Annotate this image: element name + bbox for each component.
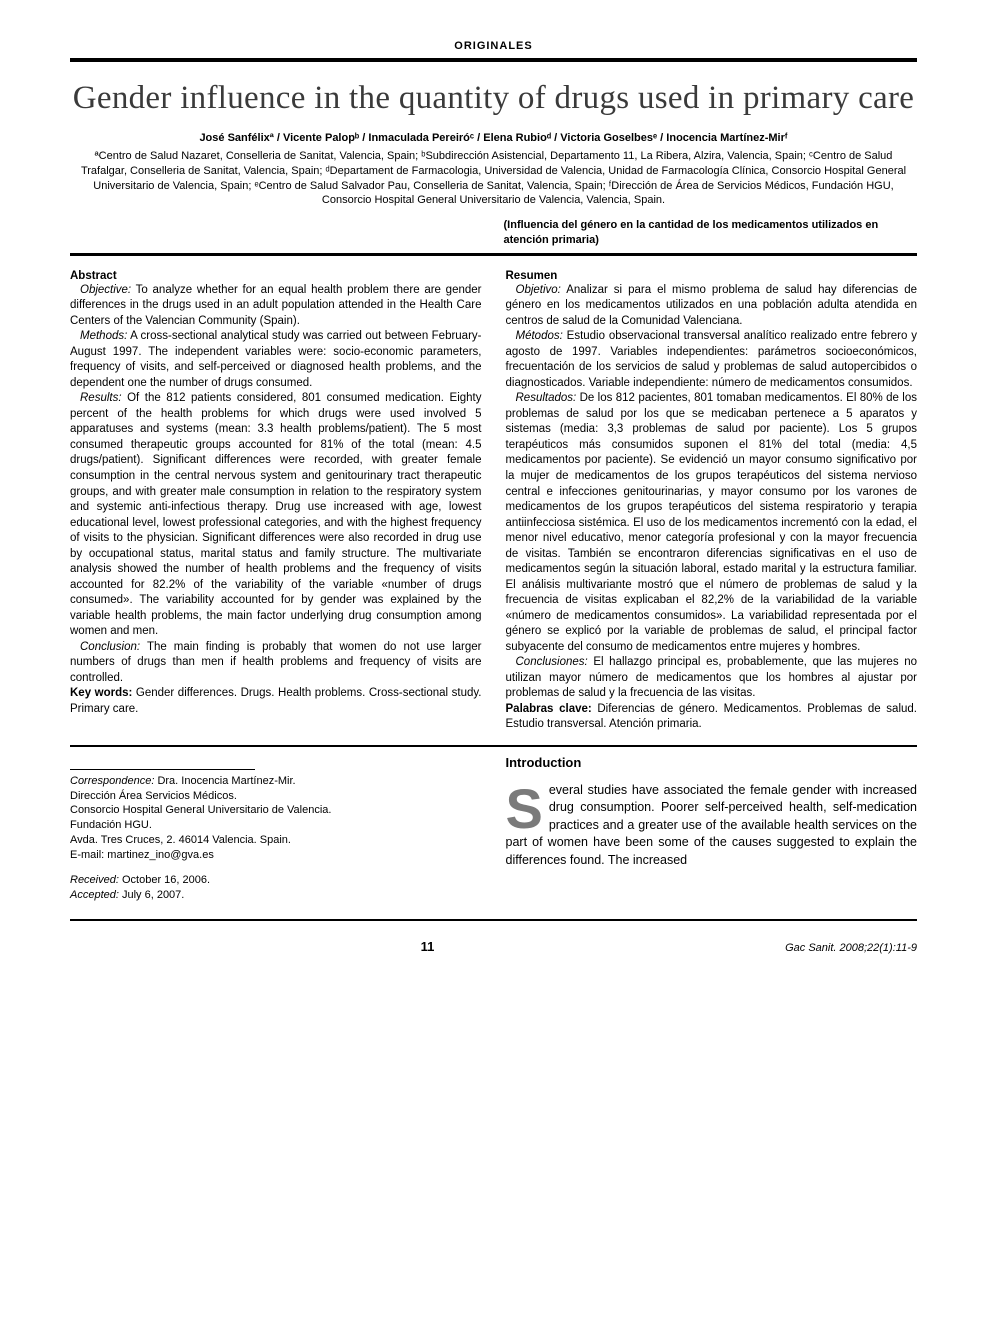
correspondence-name: Dra. Inocencia Martínez-Mir. <box>154 775 295 787</box>
keywords-es: Palabras clave: Diferencias de género. M… <box>506 702 918 733</box>
objective-text-en: To analyze whether for an equal health p… <box>70 284 482 327</box>
abstract-es-results: Resultados: De los 812 pacientes, 801 to… <box>506 391 918 655</box>
abstract-es-methods: Métodos: Estudio observacional transvers… <box>506 329 918 391</box>
received-value: October 16, 2006. <box>119 874 210 886</box>
abstract-en-heading: Abstract <box>70 270 482 282</box>
abstract-columns: Abstract Objective: To analyze whether f… <box>70 270 917 733</box>
accepted-value: July 6, 2007. <box>119 889 184 901</box>
results-text-es: De los 812 pacientes, 801 tomaban medica… <box>506 392 918 652</box>
methods-text-es: Estudio observacional transversal analít… <box>506 330 918 389</box>
conclusion-label-es: Conclusiones: <box>516 656 588 668</box>
accepted-line: Accepted: July 6, 2007. <box>70 888 482 903</box>
objective-label-en: Objective: <box>80 284 131 296</box>
correspondence-name-line: Correspondence: Dra. Inocencia Martínez-… <box>70 774 482 789</box>
footer-citation: Gac Sanit. 2008;22(1):11-9 <box>785 942 917 954</box>
abstract-es-heading: Resumen <box>506 270 918 282</box>
bottom-row: Correspondence: Dra. Inocencia Martínez-… <box>70 755 917 903</box>
keywords-label-en: Key words: <box>70 687 132 699</box>
correspondence-email-line: E-mail: martinez_ino@gva.es <box>70 848 482 863</box>
email-value: martinez_ino@gva.es <box>107 849 214 861</box>
subtitle-row: (Influencia del género en la cantidad de… <box>70 218 917 247</box>
methods-text-en: A cross-sectional analytical study was c… <box>70 330 482 389</box>
article-title: Gender influence in the quantity of drug… <box>70 80 917 117</box>
results-label-en: Results: <box>80 392 122 404</box>
affiliations: ªCentro de Salud Nazaret, Conselleria de… <box>70 149 917 208</box>
rule-under-header <box>70 253 917 256</box>
rule-top <box>70 58 917 62</box>
introduction-body: everal studies have associated the femal… <box>506 783 918 867</box>
correspondence-line2: Consorcio Hospital General Universitario… <box>70 803 482 818</box>
methods-label-en: Methods: <box>80 330 127 342</box>
introduction-text: Several studies have associated the fema… <box>506 782 918 870</box>
abstract-es: Resumen Objetivo: Analizar si para el mi… <box>506 270 918 733</box>
correspondence-line3: Fundación HGU. <box>70 818 482 833</box>
abstract-en-results: Results: Of the 812 patients considered,… <box>70 391 482 639</box>
abstract-es-objective: Objetivo: Analizar si para el mismo prob… <box>506 283 918 330</box>
received-line: Received: October 16, 2006. <box>70 873 482 888</box>
abstract-en-objective: Objective: To analyze whether for an equ… <box>70 283 482 330</box>
rule-under-abstract <box>70 745 917 747</box>
authors-line: José Sanfélixª / Vicente Palopᵇ / Inmacu… <box>70 131 917 146</box>
keywords-label-es: Palabras clave: <box>506 703 592 715</box>
received-label: Received: <box>70 874 119 886</box>
correspondence-rule <box>70 769 255 770</box>
abstract-en-methods: Methods: A cross-sectional analytical st… <box>70 329 482 391</box>
introduction-heading: Introduction <box>506 755 918 770</box>
conclusion-label-en: Conclusion: <box>80 641 140 653</box>
objective-label-es: Objetivo: <box>516 284 561 296</box>
page-footer: 11 Gac Sanit. 2008;22(1):11-9 <box>70 939 917 954</box>
email-label: E-mail: <box>70 849 107 861</box>
abstract-en-conclusion: Conclusion: The main finding is probably… <box>70 640 482 687</box>
keywords-en: Key words: Gender differences. Drugs. He… <box>70 686 482 717</box>
rule-footer <box>70 919 917 921</box>
correspondence-label: Correspondence: <box>70 775 154 787</box>
abstract-en: Abstract Objective: To analyze whether f… <box>70 270 482 733</box>
correspondence-line1: Dirección Área Servicios Médicos. <box>70 789 482 804</box>
page-number: 11 <box>421 939 435 954</box>
accepted-label: Accepted: <box>70 889 119 901</box>
dropcap: S <box>506 782 549 832</box>
correspondence-block: Correspondence: Dra. Inocencia Martínez-… <box>70 755 482 903</box>
methods-label-es: Métodos: <box>516 330 563 342</box>
abstract-es-conclusion: Conclusiones: El hallazgo principal es, … <box>506 655 918 702</box>
results-text-en: Of the 812 patients considered, 801 cons… <box>70 392 482 637</box>
introduction-block: Introduction Several studies have associ… <box>506 755 918 903</box>
correspondence-line4: Avda. Tres Cruces, 2. 46014 Valencia. Sp… <box>70 833 482 848</box>
keywords-text-en: Gender differences. Drugs. Health proble… <box>70 687 481 715</box>
objective-text-es: Analizar si para el mismo problema de sa… <box>506 284 918 327</box>
results-label-es: Resultados: <box>516 392 577 404</box>
subtitle-es: (Influencia del género en la cantidad de… <box>494 218 918 247</box>
section-label: ORIGINALES <box>70 40 917 52</box>
